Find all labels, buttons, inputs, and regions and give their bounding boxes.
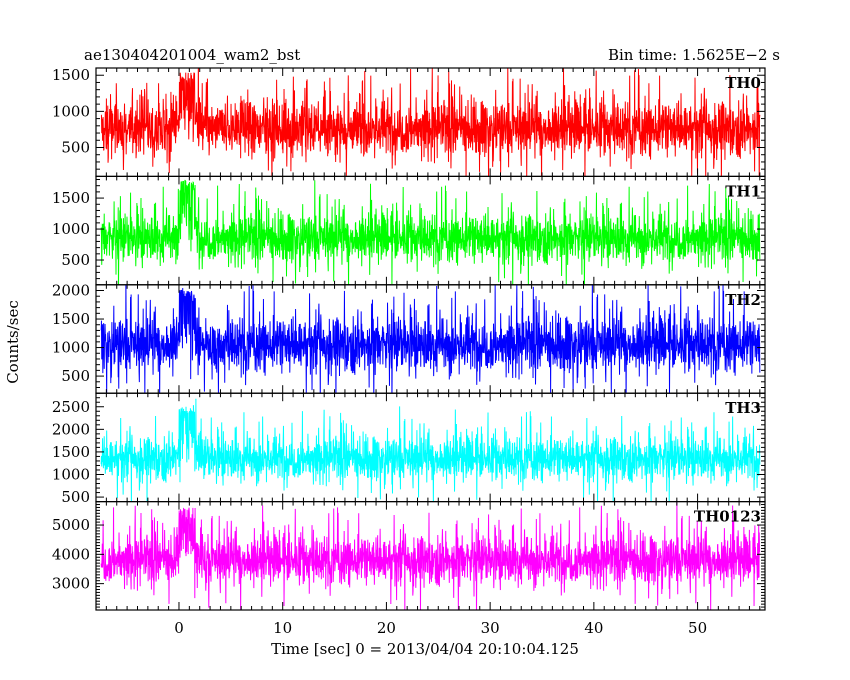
panel-th1: 500 1000 1500 TH1: [52, 175, 766, 286]
y-tick-label: 500: [61, 138, 90, 156]
y-tick-label: 1000: [52, 220, 90, 238]
y-tick-label: 1500: [52, 310, 90, 328]
observation-id-title: ae130404201004_wam2_bst: [84, 46, 300, 64]
y-tick-label: 2500: [52, 398, 90, 416]
y-tick-label: 1500: [52, 443, 90, 461]
y-tick-label: 1500: [52, 66, 90, 84]
y-tick-label: 500: [61, 367, 90, 385]
x-tick-label: 10: [273, 619, 292, 637]
series-th0: [100, 68, 761, 177]
y-tick-label: 5000: [52, 516, 90, 534]
y-tick-label: 4000: [52, 545, 90, 563]
panel-label-th0123: TH0123: [694, 508, 761, 526]
panel-label-th2: TH2: [725, 291, 761, 309]
y-tick-label: 1000: [52, 102, 90, 120]
panel-th0123: 3000 4000 5000 TH0123: [52, 501, 766, 611]
panel-label-th3: TH3: [725, 399, 761, 417]
x-tick-label: 50: [688, 619, 707, 637]
series-th1: [100, 179, 761, 285]
y-tick-label: 1000: [52, 339, 90, 357]
y-tick-label: 500: [61, 251, 90, 269]
x-tick-label: 0: [174, 619, 184, 637]
panel-frame: [95, 501, 766, 611]
y-axis-title: Counts/sec: [4, 300, 22, 384]
y-tick-label: 2000: [52, 420, 90, 438]
y-tick-label: 3000: [52, 575, 90, 593]
bin-time-title: Bin time: 1.5625E−2 s: [608, 46, 780, 64]
y-tick-label: 1000: [52, 466, 90, 484]
y-tick-label: 2000: [52, 282, 90, 300]
panels-group: 500 1000 1500 TH0 500 1000 1500 TH1 500 1000 1500 2…: [52, 66, 766, 611]
panel-th3: 500 1000 1500 2000 2500 TH3: [52, 392, 766, 506]
x-axis: 0 10 20 30 40 50: [174, 619, 707, 637]
series-th2: [100, 284, 761, 394]
panel-th0: 500 1000 1500 TH0: [52, 66, 766, 178]
series-th0123: [100, 501, 761, 611]
series-th3: [100, 398, 761, 502]
panel-label-th1: TH1: [725, 182, 761, 200]
panel-label-th0: TH0: [725, 74, 761, 92]
x-axis-title: Time [sec] 0 = 2013/04/04 20:10:04.125: [271, 640, 579, 658]
x-tick-label: 40: [584, 619, 603, 637]
y-tick-label: 1500: [52, 189, 90, 207]
y-tick-label: 500: [61, 488, 90, 506]
x-tick-label: 20: [377, 619, 396, 637]
x-tick-label: 30: [481, 619, 500, 637]
panel-th2: 500 1000 1500 2000 TH2: [52, 282, 766, 394]
